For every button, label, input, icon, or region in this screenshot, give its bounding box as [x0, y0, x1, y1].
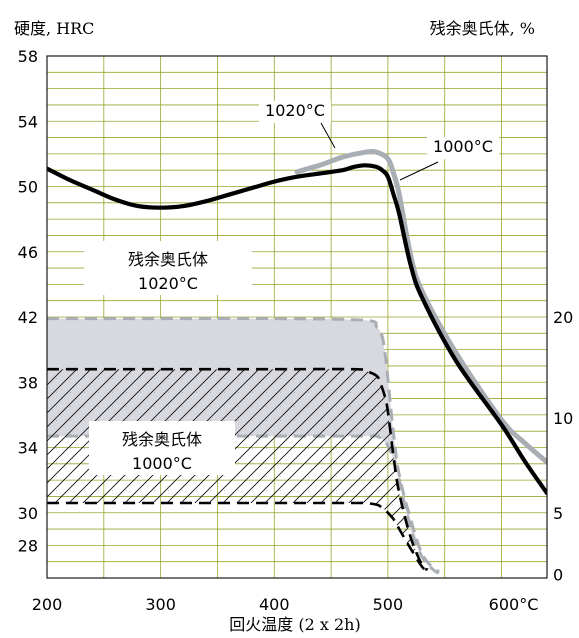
ann-1000-line-text: 1000°C — [433, 137, 493, 156]
ann-1020-line-text: 1020°C — [265, 101, 325, 120]
y-tick-label: 42 — [18, 308, 38, 327]
y-right-tick-label: 20 — [553, 308, 573, 327]
band-upper-1020 — [47, 317, 440, 573]
series-line-1020 — [294, 149, 547, 465]
y-tick-label: 58 — [18, 47, 38, 66]
x-tick-label: 600°C — [489, 595, 539, 614]
y-tick-label: 46 — [18, 243, 38, 262]
band-area-1000 — [47, 369, 428, 572]
plot-frame — [46, 55, 548, 579]
ann-1000-line-leader — [399, 161, 439, 181]
y-right-tick-label: 5 — [553, 504, 563, 523]
y-tick-label: 28 — [18, 536, 38, 555]
y-tick-label: 34 — [18, 439, 38, 458]
austenite-bands — [47, 317, 440, 575]
x-tick-label: 300 — [145, 595, 176, 614]
y-axis-title: 硬度, HRC — [14, 19, 94, 38]
ann-1000-band-text: 残余奥氏体 — [122, 430, 202, 449]
ann-1000-band-text: 1000°C — [132, 454, 192, 473]
ann-1020-band-text: 残余奥氏体 — [128, 250, 208, 269]
ann-1000-line-bg — [427, 137, 499, 159]
ann-1020-line-bg — [259, 101, 331, 123]
x-tick-label: 500 — [373, 595, 404, 614]
series-line-1000 — [47, 163, 547, 496]
ann-1020-band-text: 1020°C — [138, 274, 198, 293]
annotations: 1020°C 1000°C 残余奥氏体 1020°C 残余奥氏体 1000°C — [84, 101, 499, 475]
y-tick-label: 38 — [18, 373, 38, 392]
x-tick-label: 400 — [259, 595, 290, 614]
hardness-lines — [47, 149, 547, 496]
ann-1020-band-bg — [84, 241, 252, 295]
right-axis-title: 残余奥氏体, % — [430, 19, 535, 38]
y-tick-label: 30 — [18, 504, 38, 523]
ann-1000-band-bg — [89, 421, 235, 475]
band-lower-1000 — [47, 501, 429, 573]
x-tick-label: 200 — [32, 595, 63, 614]
y-tick-label: 54 — [18, 112, 38, 131]
x-axis-title: 回火温度 (2 x 2h) — [229, 615, 360, 634]
y-right-tick-label: 0 — [553, 566, 563, 585]
y-tick-label: 50 — [18, 178, 38, 197]
y-right-tick-label: 10 — [553, 409, 573, 428]
ann-1020-line-leader — [320, 122, 336, 149]
